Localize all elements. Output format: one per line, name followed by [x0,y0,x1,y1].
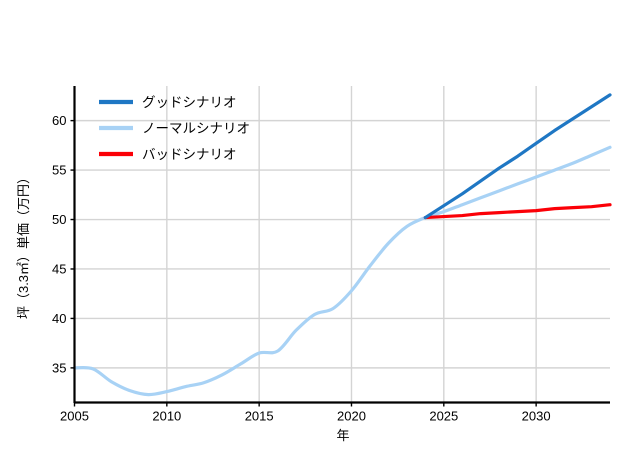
series-lines [72,93,612,397]
y-tick-label: 60 [52,113,66,128]
y-tick-label: 35 [52,360,66,375]
legend-item: ノーマルシナリオ [99,121,250,136]
y-tick-label: 55 [52,163,66,178]
x-tick-label: 2020 [337,409,366,424]
y-axis-ticks: 35 40 45 50 55 60 [52,113,75,375]
y-axis-title: 坪（3.3㎡）単価（万円） [16,171,31,319]
y-tick-label: 40 [52,311,66,326]
x-tick-label: 2010 [152,409,181,424]
legend-item: バッドシナリオ [99,147,237,162]
x-tick-label: 2015 [245,409,274,424]
x-axis-ticks: 2005 2010 2015 2020 2025 2030 [60,402,551,424]
legend-label: ノーマルシナリオ [142,121,250,136]
x-tick-label: 2025 [429,409,458,424]
x-axis-title: 年 [336,428,349,443]
series-line [423,93,612,220]
series-line [423,203,612,220]
legend-label: バッドシナリオ [142,147,237,162]
x-tick-label: 2005 [60,409,89,424]
horizontal-gridlines [74,119,610,369]
x-tick-label: 2030 [522,409,551,424]
y-tick-label: 50 [52,212,66,227]
legend-item: グッドシナリオ [99,95,237,110]
y-tick-label: 45 [52,261,66,276]
legend-label: グッドシナリオ [142,95,237,110]
series-line [72,145,612,397]
